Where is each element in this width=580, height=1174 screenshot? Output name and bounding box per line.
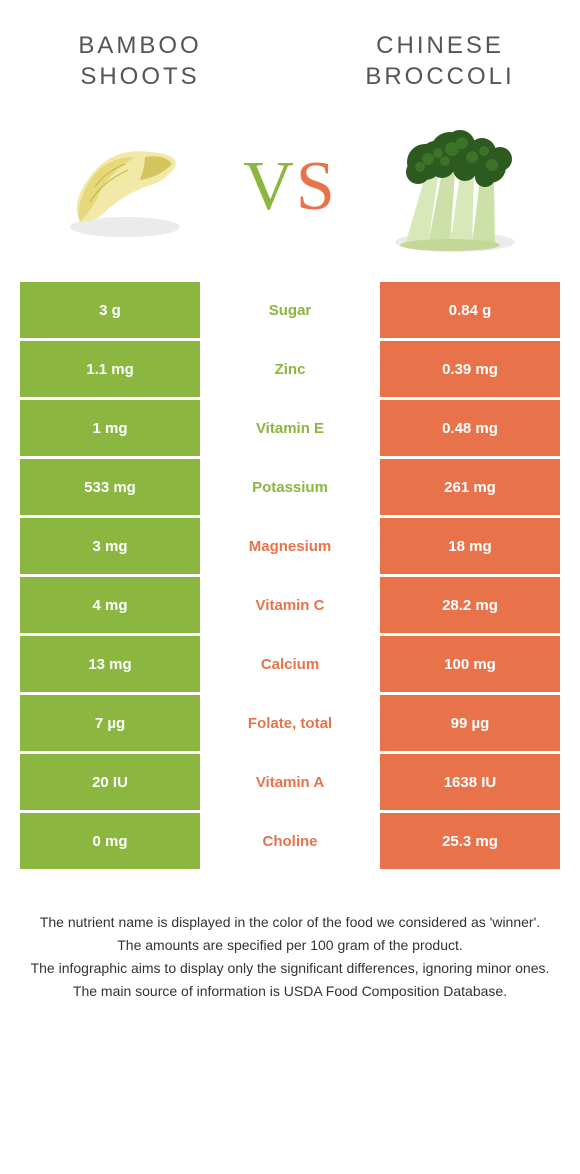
value-left: 4 mg <box>20 577 200 633</box>
value-right: 0.48 mg <box>380 400 560 456</box>
table-row: 13 mgCalcium100 mg <box>20 636 560 692</box>
value-right: 99 µg <box>380 695 560 751</box>
nutrient-label: Sugar <box>200 282 380 338</box>
footer-line: The nutrient name is displayed in the co… <box>30 912 550 933</box>
value-right: 18 mg <box>380 518 560 574</box>
value-left: 3 mg <box>20 518 200 574</box>
nutrient-label: Choline <box>200 813 380 869</box>
value-left: 1 mg <box>20 400 200 456</box>
vs-v: V <box>243 148 296 225</box>
table-row: 4 mgVitamin C28.2 mg <box>20 577 560 633</box>
footer-line: The infographic aims to display only the… <box>30 958 550 979</box>
value-left: 1.1 mg <box>20 341 200 397</box>
value-right: 25.3 mg <box>380 813 560 869</box>
vs-label: VS <box>243 147 337 227</box>
nutrient-label: Vitamin A <box>200 754 380 810</box>
value-right: 100 mg <box>380 636 560 692</box>
images-row: VS <box>0 112 580 282</box>
value-right: 0.39 mg <box>380 341 560 397</box>
value-right: 28.2 mg <box>380 577 560 633</box>
nutrient-label: Potassium <box>200 459 380 515</box>
value-left: 13 mg <box>20 636 200 692</box>
nutrient-label: Folate, total <box>200 695 380 751</box>
nutrient-label: Magnesium <box>200 518 380 574</box>
nutrient-label: Vitamin E <box>200 400 380 456</box>
food-left-title: Bamboo shoots <box>40 30 240 92</box>
footer-line: The amounts are specified per 100 gram o… <box>30 935 550 956</box>
vs-s: S <box>296 148 337 225</box>
value-right: 261 mg <box>380 459 560 515</box>
value-left: 20 IU <box>20 754 200 810</box>
table-row: 0 mgCholine25.3 mg <box>20 813 560 869</box>
value-left: 3 g <box>20 282 200 338</box>
value-right: 0.84 g <box>380 282 560 338</box>
chinese-broccoli-image <box>370 122 540 252</box>
value-left: 533 mg <box>20 459 200 515</box>
nutrient-label: Calcium <box>200 636 380 692</box>
table-row: 20 IUVitamin A1638 IU <box>20 754 560 810</box>
nutrient-table: 3 gSugar0.84 g1.1 mgZinc0.39 mg1 mgVitam… <box>0 282 580 869</box>
header: Bamboo shoots Chinese broccoli <box>0 0 580 112</box>
table-row: 533 mgPotassium261 mg <box>20 459 560 515</box>
nutrient-label: Vitamin C <box>200 577 380 633</box>
table-row: 1.1 mgZinc0.39 mg <box>20 341 560 397</box>
footer-line: The main source of information is USDA F… <box>30 981 550 1002</box>
footer-notes: The nutrient name is displayed in the co… <box>0 872 580 1002</box>
table-row: 3 gSugar0.84 g <box>20 282 560 338</box>
nutrient-label: Zinc <box>200 341 380 397</box>
value-right: 1638 IU <box>380 754 560 810</box>
food-right-title: Chinese broccoli <box>340 30 540 92</box>
value-left: 7 µg <box>20 695 200 751</box>
table-row: 1 mgVitamin E0.48 mg <box>20 400 560 456</box>
table-row: 7 µgFolate, total99 µg <box>20 695 560 751</box>
table-row: 3 mgMagnesium18 mg <box>20 518 560 574</box>
bamboo-shoot-image <box>40 122 210 252</box>
value-left: 0 mg <box>20 813 200 869</box>
